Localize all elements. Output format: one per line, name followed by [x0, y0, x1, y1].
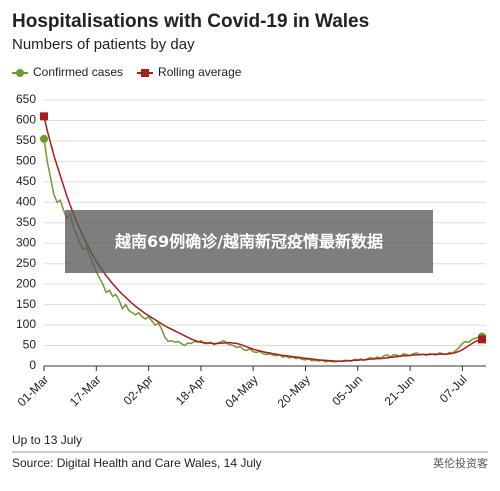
y-tick-label: 350: [16, 215, 36, 229]
note: Up to 13 July: [12, 433, 82, 447]
y-tick-label: 650: [16, 92, 36, 106]
legend-label: Confirmed cases: [33, 65, 123, 79]
y-tick-label: 550: [16, 133, 36, 147]
y-tick-label: 300: [16, 235, 36, 249]
chart-subtitle: Numbers of patients by day: [12, 36, 195, 53]
y-tick-label: 200: [16, 276, 36, 290]
end-marker: [40, 112, 48, 121]
source: Source: Digital Health and Care Wales, 1…: [12, 456, 262, 470]
y-tick-label: 600: [16, 113, 36, 127]
chart-title: Hospitalisations with Covid-19 in Wales: [12, 11, 369, 32]
y-tick-label: 400: [16, 194, 36, 208]
x-tick-label: 01-Mar: [15, 372, 52, 409]
y-tick-label: 150: [16, 297, 36, 311]
x-tick-label: 21-Jun: [382, 372, 418, 408]
y-tick-label: 100: [16, 317, 36, 331]
data-line: [43, 116, 483, 362]
x-tick-label: 05-Jun: [329, 372, 365, 408]
legend-marker: [141, 69, 150, 77]
end-marker: [40, 134, 48, 143]
y-tick-label: 0: [29, 358, 36, 372]
y-tick-label: 500: [16, 154, 36, 168]
y-tick-label: 50: [23, 338, 37, 352]
x-tick-label: 18-Apr: [173, 372, 208, 407]
logo: 英伦投资客: [433, 456, 488, 470]
x-tick-label: 07-Jul: [437, 372, 470, 405]
y-tick-label: 450: [16, 174, 36, 188]
x-tick-label: 20-May: [275, 372, 313, 410]
x-tick-label: 17-Mar: [67, 372, 104, 409]
watermark: 越南69例确诊/越南新冠疫情最新数据: [65, 210, 433, 273]
y-tick-label: 250: [16, 256, 36, 270]
end-marker: [478, 335, 486, 344]
legend-marker: [16, 69, 24, 77]
x-tick-label: 04-May: [222, 372, 260, 410]
legend-label: Rolling average: [158, 65, 242, 79]
x-tick-label: 02-Apr: [121, 372, 156, 407]
